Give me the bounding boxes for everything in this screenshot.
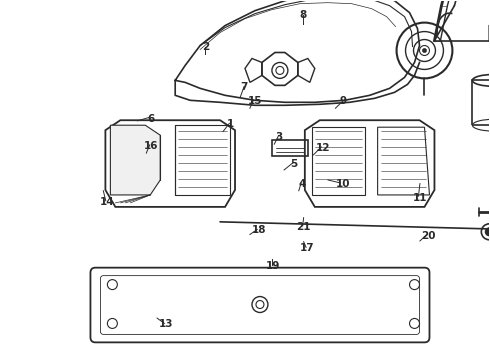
- Text: 1: 1: [227, 120, 234, 129]
- Circle shape: [485, 228, 490, 236]
- Text: 4: 4: [299, 179, 306, 189]
- Text: 18: 18: [251, 225, 266, 235]
- Text: 9: 9: [339, 96, 346, 106]
- Text: 20: 20: [421, 231, 436, 240]
- Text: 15: 15: [247, 96, 262, 106]
- Text: 19: 19: [266, 261, 281, 271]
- Text: 6: 6: [147, 114, 155, 124]
- Polygon shape: [110, 125, 160, 195]
- Text: 17: 17: [300, 243, 315, 253]
- Text: 11: 11: [413, 193, 427, 203]
- Text: 2: 2: [202, 42, 210, 52]
- Text: 14: 14: [100, 197, 115, 207]
- Text: 12: 12: [316, 143, 330, 153]
- Text: 16: 16: [144, 141, 158, 151]
- Text: 21: 21: [296, 222, 311, 231]
- Circle shape: [422, 49, 426, 53]
- Text: 13: 13: [159, 319, 173, 329]
- Text: 5: 5: [290, 159, 297, 169]
- Text: 7: 7: [240, 82, 248, 92]
- Text: 10: 10: [336, 179, 350, 189]
- Text: 8: 8: [299, 10, 306, 20]
- Text: 3: 3: [275, 132, 283, 142]
